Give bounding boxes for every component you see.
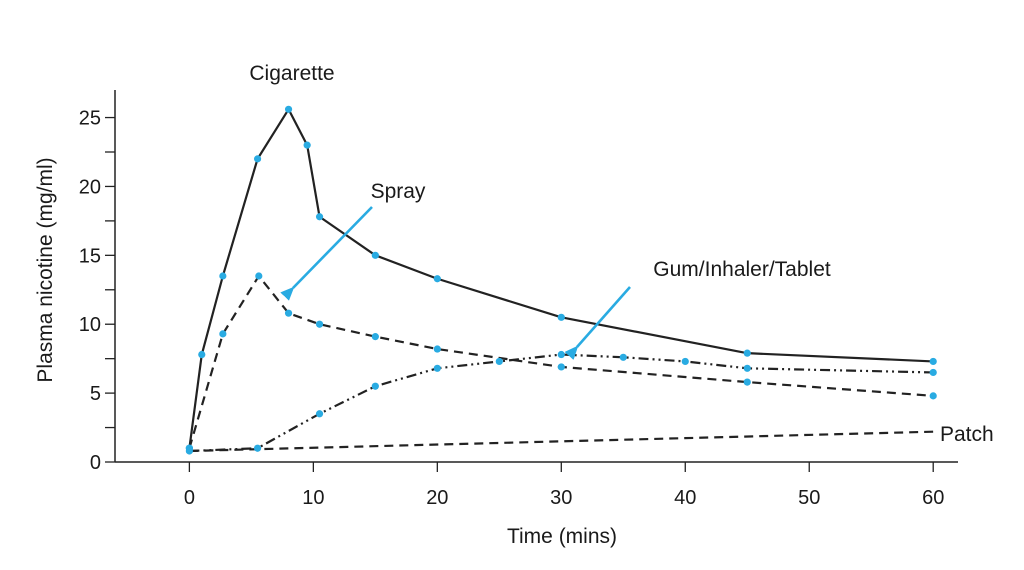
data-point — [198, 350, 206, 359]
series-label-2: Gum/Inhaler/Tablet — [653, 258, 831, 281]
series-label-1: Spray — [371, 180, 426, 203]
axes: 0 5 10 15 20 25 0 10 20 30 40 50 60 — [79, 90, 958, 509]
data-point — [495, 357, 503, 366]
annotations: Cigarette Spray Gum/Inhaler/Tablet Patch — [249, 62, 993, 446]
series-line-3 — [189, 430, 934, 453]
data-point — [681, 357, 689, 366]
data-point — [557, 350, 565, 359]
data-point — [619, 353, 627, 361]
data-point — [185, 447, 193, 455]
data-point — [303, 141, 311, 149]
data-point — [743, 378, 751, 386]
data-point — [284, 105, 293, 113]
x-tick-label: 0 — [184, 487, 195, 509]
series-label-3: Patch — [940, 423, 994, 446]
y-tick-label: 15 — [79, 245, 101, 267]
data-point — [557, 363, 565, 371]
x-tick-label: 30 — [550, 487, 572, 509]
y-tick-label: 25 — [79, 108, 101, 130]
data-point — [253, 444, 262, 452]
data-point — [315, 410, 324, 418]
data-point — [219, 272, 227, 280]
data-point — [371, 251, 379, 259]
annotation-arrow-1 — [280, 206, 373, 301]
data-point — [255, 272, 263, 280]
y-tick-label: 10 — [79, 314, 101, 336]
data-point — [371, 382, 379, 390]
data-point — [743, 364, 751, 372]
data-point — [284, 309, 293, 317]
data-point — [315, 320, 324, 328]
data-point — [929, 392, 937, 400]
data-point — [315, 213, 324, 221]
data-point — [433, 364, 441, 372]
data-point — [433, 275, 441, 283]
data-point — [929, 368, 937, 377]
y-tick-label: 5 — [90, 383, 101, 405]
data-point — [557, 313, 565, 321]
y-tick-label: 20 — [79, 176, 101, 198]
y-axis-title: Plasma nicotine (mg/ml) — [34, 157, 57, 382]
series-lines — [188, 108, 934, 453]
data-point — [929, 357, 937, 366]
series-line-2 — [189, 353, 934, 453]
x-axis-title: Time (mins) — [507, 525, 617, 548]
data-point — [433, 345, 441, 353]
series-line-1 — [188, 274, 934, 449]
data-point — [219, 330, 227, 338]
series-line-0 — [188, 108, 934, 449]
data-point — [371, 333, 379, 341]
data-point — [743, 349, 751, 357]
x-tick-label: 60 — [922, 487, 944, 509]
x-tick-label: 10 — [302, 487, 324, 509]
x-tick-label: 50 — [798, 487, 820, 509]
x-tick-label: 40 — [674, 487, 696, 509]
series-markers — [185, 105, 937, 455]
series-label-0: Cigarette — [249, 62, 334, 85]
data-point — [253, 155, 262, 163]
y-tick-label: 0 — [90, 452, 101, 474]
annotation-arrow-2 — [564, 286, 631, 360]
x-tick-label: 20 — [426, 487, 448, 509]
